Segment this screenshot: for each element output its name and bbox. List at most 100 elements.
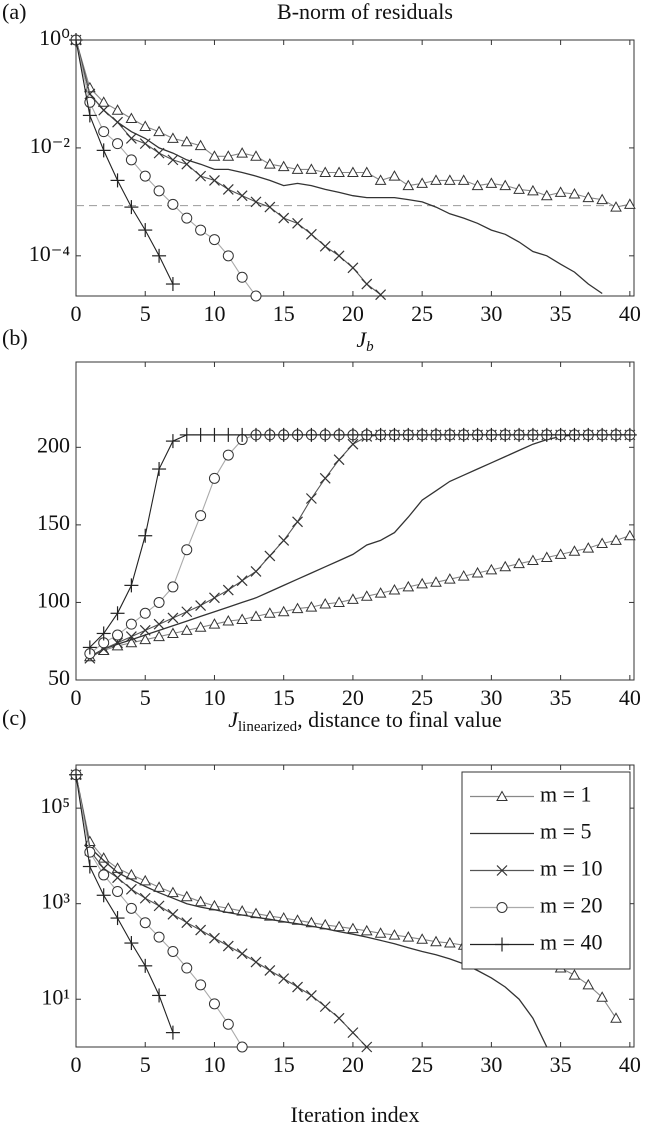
marker — [208, 472, 220, 484]
marker — [347, 438, 359, 450]
legend-label: m = 1 — [540, 782, 592, 807]
x-tick-label: 15 — [273, 1052, 295, 1077]
marker — [361, 1041, 373, 1053]
marker-shape — [84, 846, 96, 858]
marker — [167, 886, 179, 898]
marker — [167, 908, 179, 920]
marker — [139, 633, 152, 645]
marker — [250, 290, 262, 302]
marker — [388, 583, 401, 595]
marker-shape — [443, 174, 456, 185]
marker-shape — [496, 790, 508, 801]
marker-shape — [98, 869, 110, 881]
marker-shape — [153, 147, 165, 159]
marker-shape — [139, 170, 151, 182]
marker — [167, 154, 179, 166]
marker — [596, 193, 609, 205]
y-tick-label: 10⁵ — [40, 793, 70, 818]
marker-shape — [209, 932, 220, 944]
marker-shape — [125, 636, 138, 648]
marker — [485, 563, 498, 575]
marker — [373, 427, 388, 442]
marker — [97, 96, 110, 107]
marker — [153, 596, 165, 608]
marker — [181, 606, 193, 618]
marker — [540, 551, 553, 562]
marker-shape — [236, 948, 248, 960]
marker-shape — [360, 166, 373, 178]
marker-shape — [430, 174, 442, 185]
marker-shape — [111, 104, 124, 115]
marker-shape — [278, 973, 290, 985]
marker-shape — [208, 472, 220, 484]
marker-shape — [596, 991, 609, 1002]
marker — [208, 618, 221, 629]
marker — [456, 427, 471, 442]
marker — [222, 250, 234, 262]
marker-shape — [139, 607, 151, 619]
marker-shape — [222, 150, 235, 161]
x-tick-label: 10 — [203, 1052, 225, 1077]
marker — [221, 427, 236, 442]
marker-shape — [388, 583, 401, 595]
marker — [292, 217, 303, 229]
plot-frame — [75, 764, 635, 1048]
marker — [333, 920, 345, 932]
x-tick-label: 25 — [411, 301, 433, 326]
marker — [416, 577, 429, 589]
marker — [125, 883, 137, 895]
x-tick-label: 30 — [480, 685, 502, 710]
marker — [236, 190, 248, 202]
marker-shape — [236, 575, 248, 587]
marker-shape — [319, 597, 332, 609]
marker — [347, 922, 359, 934]
series-line — [75, 774, 368, 1048]
series-line — [75, 39, 603, 295]
marker-shape — [153, 931, 165, 943]
marker — [250, 196, 262, 208]
marker — [195, 979, 207, 991]
marker-shape — [98, 104, 110, 116]
marker — [305, 493, 317, 504]
x-tick-label: 0 — [71, 1052, 82, 1077]
marker — [347, 1027, 359, 1039]
marker — [430, 935, 442, 947]
series-line — [75, 39, 630, 208]
marker-shape — [181, 962, 193, 974]
marker-shape — [568, 545, 581, 556]
marker — [139, 892, 151, 904]
marker — [207, 427, 222, 442]
x-tick-label: 0 — [71, 685, 82, 710]
marker — [539, 427, 554, 442]
marker — [84, 846, 96, 858]
marker — [180, 624, 193, 635]
marker — [278, 973, 290, 985]
marker-shape — [153, 618, 165, 630]
marker-shape — [305, 228, 317, 240]
marker — [513, 557, 525, 569]
y-tick-label: 50 — [48, 665, 70, 690]
marker — [153, 147, 165, 159]
series-line — [75, 39, 174, 285]
marker — [485, 177, 498, 188]
marker-shape — [360, 590, 373, 601]
marker-shape — [471, 566, 484, 578]
marker — [610, 534, 622, 545]
marker-shape — [181, 212, 193, 224]
marker — [568, 545, 581, 556]
x-tick-label: 25 — [411, 1052, 433, 1077]
marker — [610, 1012, 622, 1023]
marker-shape — [513, 557, 525, 569]
marker — [443, 573, 456, 584]
x-tick-label: 35 — [550, 301, 572, 326]
legend-label: m = 10 — [540, 856, 603, 881]
marker — [236, 575, 248, 587]
marker — [291, 602, 304, 614]
marker — [484, 427, 499, 442]
marker-shape — [263, 158, 276, 169]
marker — [138, 223, 153, 238]
marker — [181, 158, 193, 170]
marker-shape — [208, 150, 221, 161]
marker — [181, 544, 193, 556]
plot-frame — [75, 39, 635, 297]
